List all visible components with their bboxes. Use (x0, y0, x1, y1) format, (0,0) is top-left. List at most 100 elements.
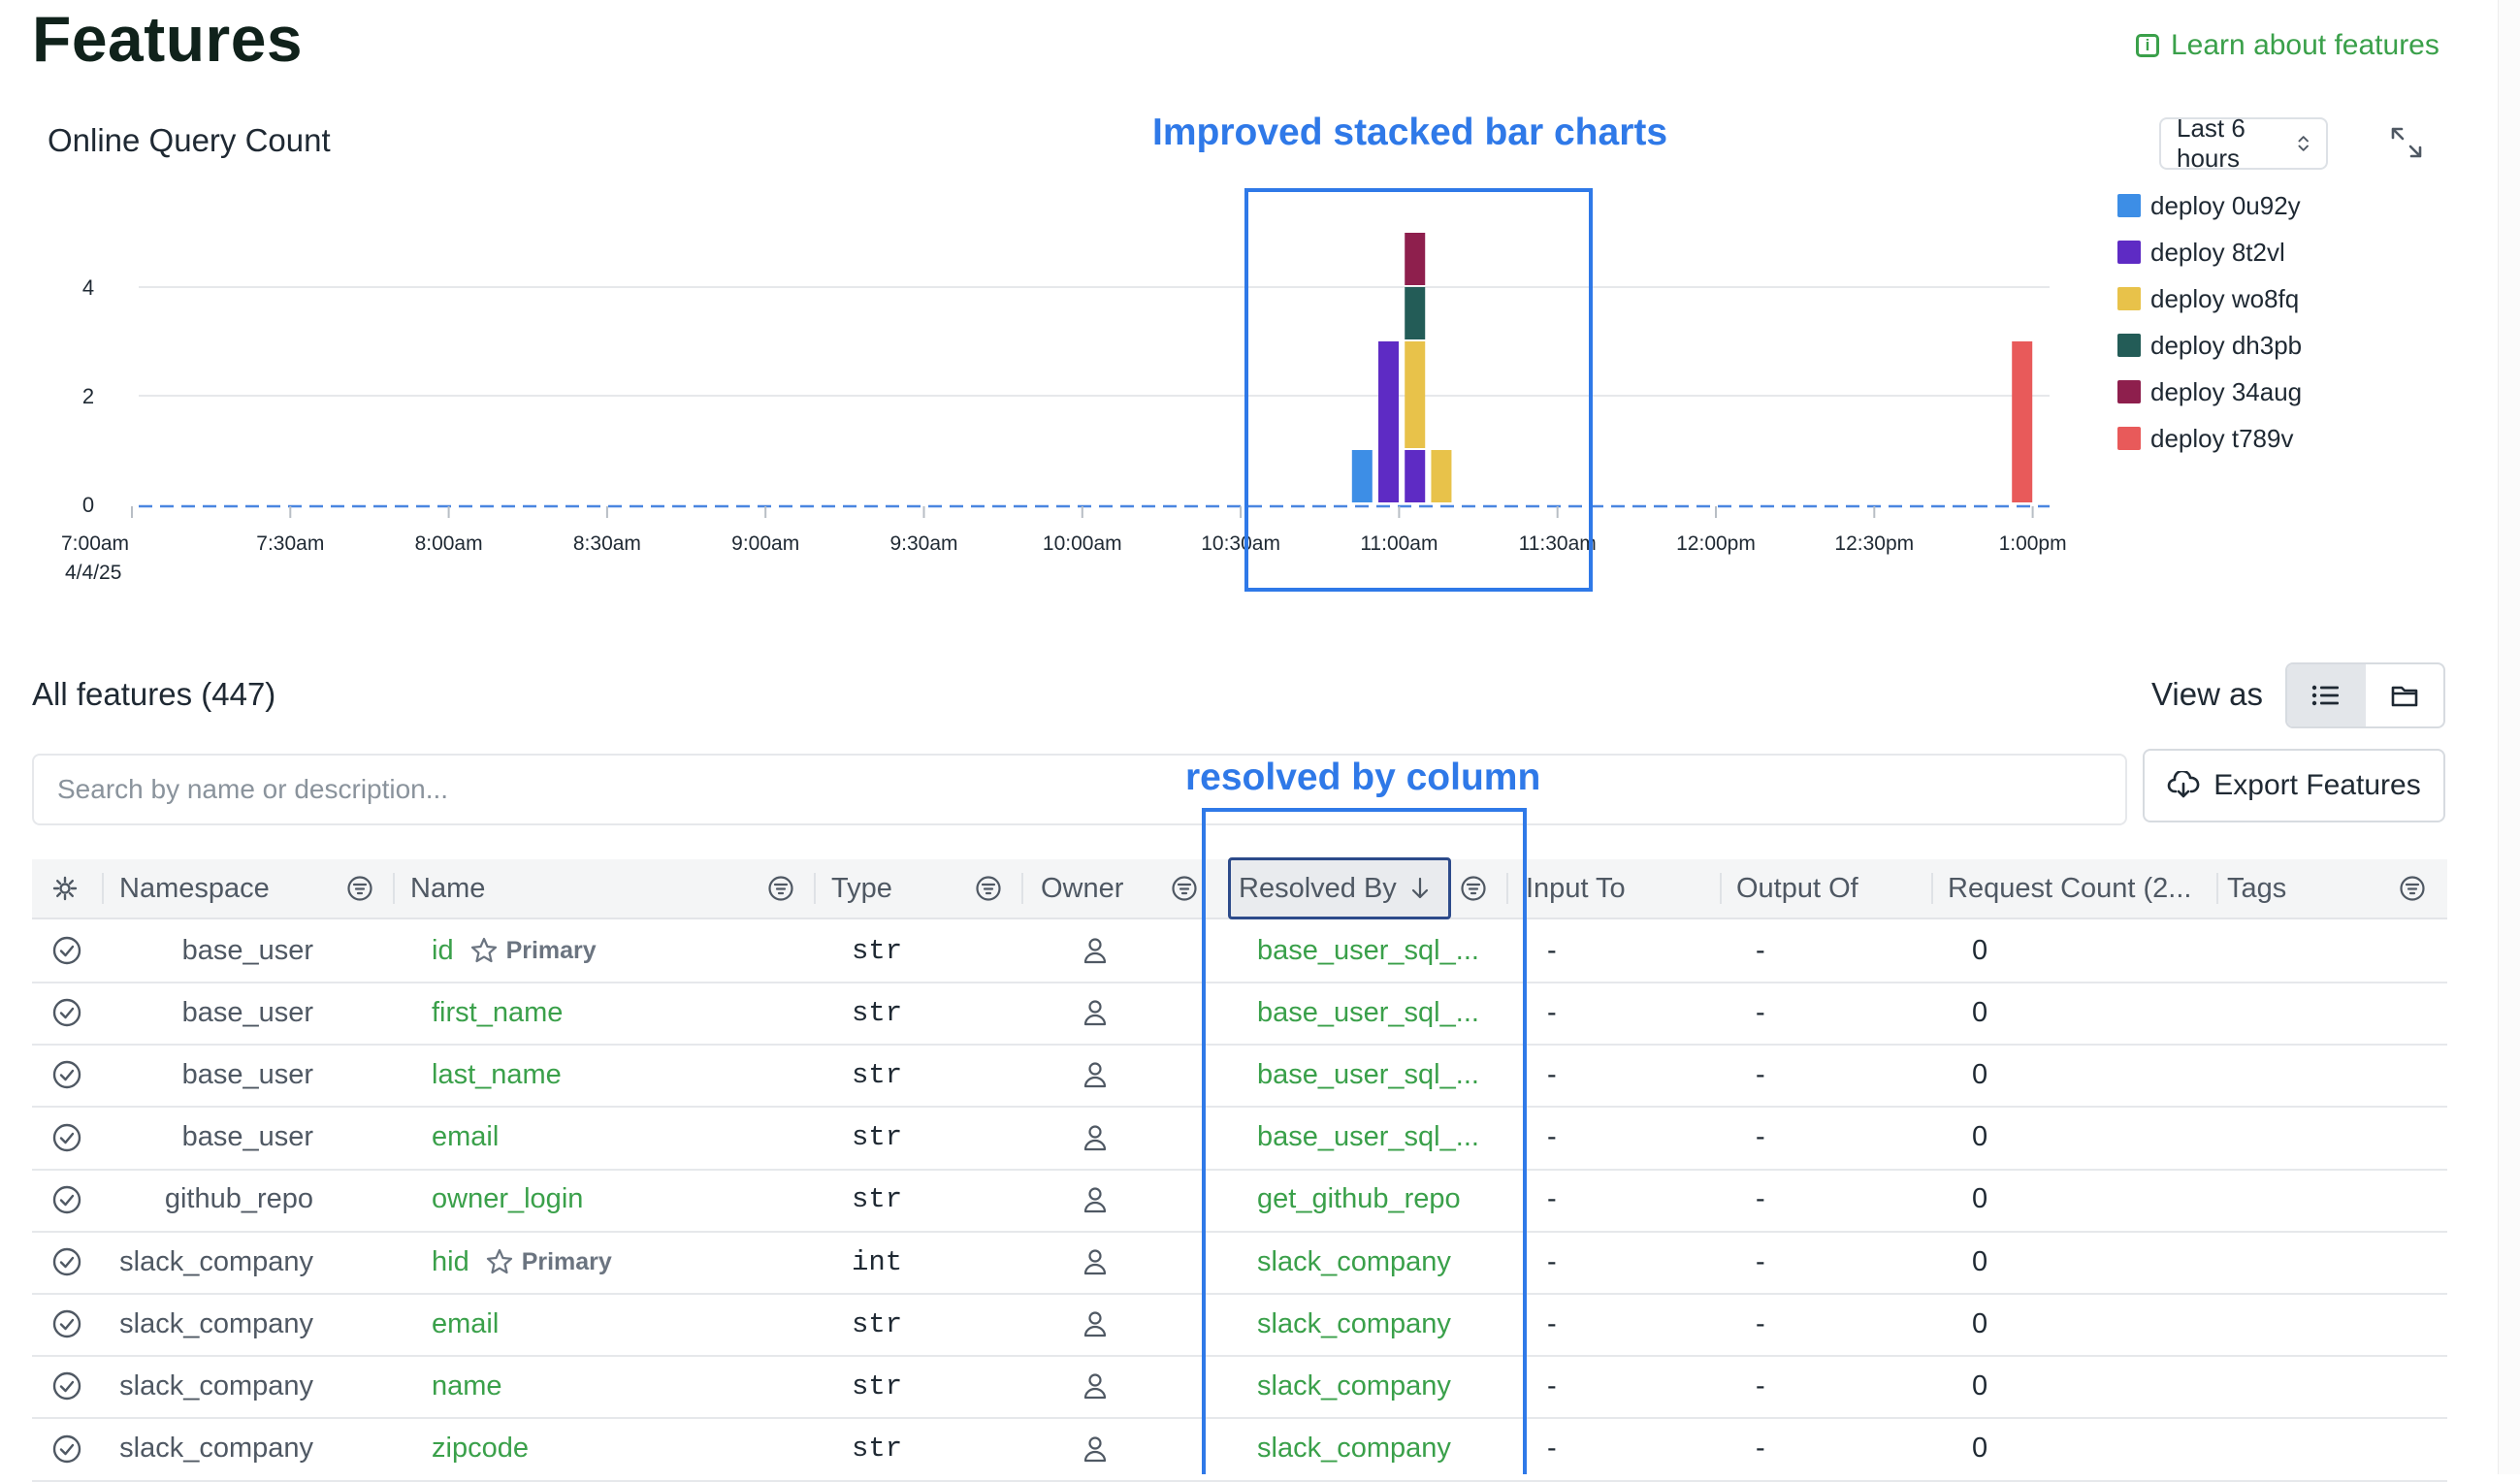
resolved-by-link[interactable]: slack_company (1257, 1245, 1451, 1277)
input-to-cell: - (1547, 1307, 1557, 1339)
table-row[interactable]: slack_company name str slack_company - - 0 (32, 1355, 2447, 1420)
column-header-name[interactable]: Name (410, 872, 486, 904)
legend-item[interactable]: deploy 0u92y (2117, 182, 2302, 229)
table-row[interactable]: base_user email str base_user_sql_... - - 0 (32, 1107, 2447, 1171)
request-count-cell: 0 (1972, 996, 1988, 1028)
info-icon: i (2136, 34, 2159, 57)
namespace-cell: github_repo (164, 1183, 313, 1215)
request-count-cell: 0 (1972, 1369, 1988, 1401)
time-range-select[interactable]: Last 6 hours (2159, 113, 2328, 173)
resolved-by-link[interactable]: slack_company (1257, 1433, 1451, 1465)
type-cell: str (852, 1369, 903, 1402)
feature-name-link[interactable]: name (432, 1369, 502, 1401)
folder-view-button[interactable] (2366, 664, 2444, 726)
check-circle-icon[interactable] (51, 919, 82, 982)
column-header-request-count[interactable]: Request Count (2... (1948, 872, 2192, 904)
legend-item[interactable]: deploy dh3pb (2117, 322, 2302, 369)
x-tick-label: 12:30pm (1834, 532, 1914, 555)
check-circle-icon[interactable] (51, 1169, 82, 1231)
table-row[interactable]: slack_company zipcode str slack_company - - 0 (32, 1418, 2447, 1482)
feature-name-link[interactable]: email (432, 1307, 500, 1339)
check-circle-icon[interactable] (51, 1107, 82, 1169)
owner-person-icon[interactable] (1082, 1044, 1109, 1106)
owner-person-icon[interactable] (1082, 1107, 1109, 1169)
table-row[interactable]: slack_company hid Primary int slack_company -… (32, 1231, 2447, 1295)
resolved-by-link[interactable]: base_user_sql_... (1257, 1121, 1479, 1153)
resolved-by-link[interactable]: base_user_sql_... (1257, 1058, 1479, 1090)
list-view-button[interactable] (2287, 664, 2366, 726)
x-tick-label: 11:30am (1519, 532, 1597, 555)
table-row[interactable]: base_user first_name str base_user_sql_... -… (32, 982, 2447, 1047)
resolved-by-link[interactable]: base_user_sql_... (1257, 996, 1479, 1028)
owner-person-icon[interactable] (1082, 982, 1109, 1044)
feature-name-link[interactable]: first_name (432, 996, 564, 1028)
feature-name-link[interactable]: email (432, 1121, 500, 1153)
owner-person-icon[interactable] (1082, 1169, 1109, 1231)
request-count-cell: 0 (1972, 934, 1988, 966)
check-circle-icon[interactable] (51, 1418, 82, 1480)
filter-icon[interactable] (2399, 875, 2426, 902)
namespace-cell: base_user (181, 996, 313, 1028)
learn-about-features-link[interactable]: i Learn about features (2136, 29, 2439, 62)
check-circle-icon[interactable] (51, 1355, 82, 1417)
namespace-cell: slack_company (119, 1307, 313, 1339)
output-of-cell: - (1756, 1058, 1765, 1090)
feature-name-link[interactable]: id (432, 934, 454, 966)
output-of-cell: - (1756, 1307, 1765, 1339)
expand-icon[interactable] (2388, 124, 2425, 161)
feature-name-link[interactable]: hid (432, 1245, 469, 1277)
owner-person-icon[interactable] (1082, 1355, 1109, 1417)
name-cell: hid Primary (432, 1231, 612, 1293)
check-circle-icon[interactable] (51, 1231, 82, 1293)
filter-icon[interactable] (975, 875, 1002, 902)
table-row[interactable]: base_user id Primary str base_user_sql_... - -… (32, 919, 2447, 983)
owner-person-icon[interactable] (1082, 919, 1109, 982)
table-row[interactable]: base_user last_name str base_user_sql_... - -… (32, 1044, 2447, 1109)
column-header-owner[interactable]: Owner (1041, 872, 1124, 904)
page-title: Features (32, 3, 304, 75)
owner-person-icon[interactable] (1082, 1231, 1109, 1293)
bar-segment (1431, 450, 1452, 502)
request-count-cell: 0 (1972, 1307, 1988, 1339)
check-circle-icon[interactable] (51, 1293, 82, 1355)
check-circle-icon[interactable] (51, 1044, 82, 1106)
owner-person-icon[interactable] (1082, 1418, 1109, 1480)
column-header-namespace[interactable]: Namespace (119, 872, 270, 904)
name-cell: name (432, 1355, 502, 1417)
legend-item[interactable]: deploy wo8fq (2117, 275, 2302, 322)
resolved-by-link[interactable]: slack_company (1257, 1307, 1451, 1339)
type-cell: str (852, 1307, 903, 1340)
sort-descending-icon (1411, 877, 1428, 899)
column-header-type[interactable]: Type (831, 872, 892, 904)
legend-item[interactable]: deploy t789v (2117, 415, 2302, 462)
filter-icon[interactable] (767, 875, 794, 902)
legend-item[interactable]: deploy 8t2vl (2117, 229, 2302, 275)
table-row[interactable]: github_repo owner_login str get_github_repo… (32, 1169, 2447, 1233)
name-cell: first_name (432, 982, 563, 1044)
column-header-output-of[interactable]: Output Of (1736, 872, 1858, 904)
export-features-button[interactable]: Export Features (2143, 749, 2445, 822)
resolved-by-link[interactable]: get_github_repo (1257, 1183, 1461, 1215)
legend-swatch (2117, 241, 2141, 264)
chart-annotation: Improved stacked bar charts (1152, 112, 1668, 153)
page-scrollbar[interactable] (2498, 0, 2520, 1474)
resolved-by-link[interactable]: base_user_sql_... (1257, 934, 1479, 966)
feature-name-link[interactable]: owner_login (432, 1183, 584, 1215)
resolved-by-link[interactable]: slack_company (1257, 1369, 1451, 1401)
column-header-resolved-by[interactable]: Resolved By (1228, 857, 1451, 919)
filter-icon[interactable] (1171, 875, 1198, 902)
search-input[interactable] (32, 754, 2127, 825)
owner-person-icon[interactable] (1082, 1293, 1109, 1355)
feature-name-link[interactable]: zipcode (432, 1433, 529, 1465)
feature-name-link[interactable]: last_name (432, 1058, 562, 1090)
settings-gear-icon[interactable] (51, 875, 79, 902)
x-tick-label: 9:30am (889, 532, 957, 555)
input-to-cell: - (1547, 934, 1557, 966)
column-header-tags[interactable]: Tags (2227, 872, 2287, 904)
filter-icon[interactable] (346, 875, 373, 902)
filter-icon[interactable] (1460, 875, 1487, 902)
column-header-input-to[interactable]: Input To (1526, 872, 1626, 904)
table-row[interactable]: slack_company email str slack_company - - 0 (32, 1293, 2447, 1358)
legend-item[interactable]: deploy 34aug (2117, 369, 2302, 415)
check-circle-icon[interactable] (51, 982, 82, 1044)
